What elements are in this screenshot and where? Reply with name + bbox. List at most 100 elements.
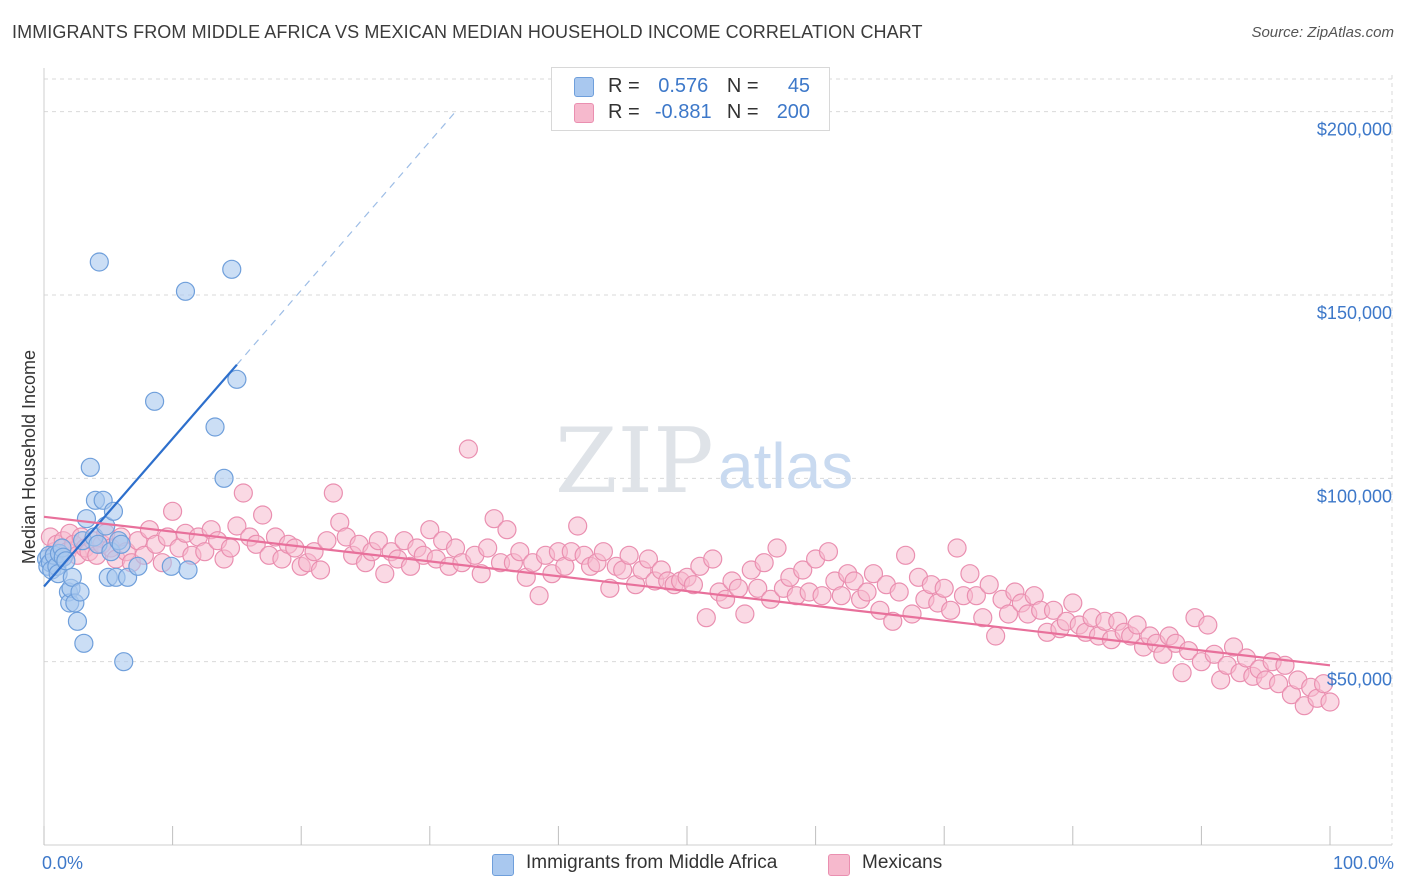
mexicans-point <box>889 582 909 602</box>
mexicans-point <box>233 483 253 503</box>
middle-africa-point <box>175 281 196 301</box>
x-tick-label: 0.0% <box>42 853 83 873</box>
mexicans-point <box>998 604 1019 624</box>
mexicans-point <box>1043 600 1064 620</box>
mexicans-point <box>793 560 813 580</box>
middle-africa-trend-extension <box>236 111 456 366</box>
mexicans-point <box>1063 593 1083 613</box>
mexicans-point <box>529 586 549 606</box>
middle-africa-point <box>178 560 198 580</box>
mexicans-point <box>735 604 755 624</box>
mexicans-point <box>1204 644 1224 664</box>
middle-africa-point <box>74 633 94 653</box>
mexicans-point <box>863 564 884 584</box>
middle-africa-point <box>70 582 90 602</box>
mexicans-point <box>368 531 388 551</box>
correlation-legend: R = 0.576 N = 45 R = -0.881 N = 200 <box>551 67 830 131</box>
pink-swatch-icon <box>828 854 850 876</box>
middle-africa-points <box>36 252 247 672</box>
watermark: ZIP atlas <box>555 409 853 514</box>
mexicans-point <box>960 564 980 584</box>
mexicans-point <box>966 586 986 606</box>
legend-label: Mexicans <box>862 852 943 873</box>
mexicans-point <box>767 538 787 558</box>
mexicans-point <box>844 571 864 591</box>
middle-africa-point <box>89 252 109 272</box>
mexicans-point <box>227 516 247 536</box>
mexicans-point <box>1172 663 1192 683</box>
mexicans-point <box>619 545 639 565</box>
mexicans-point <box>812 586 832 606</box>
mexicans-point <box>497 520 517 540</box>
pink-swatch-icon <box>574 103 594 123</box>
mexicans-points <box>40 439 1340 716</box>
y-tick-label: $150,000 <box>1317 303 1392 323</box>
mexicans-point <box>683 575 704 595</box>
mexicans-point <box>728 578 749 598</box>
mexicans-point <box>593 542 614 562</box>
mexicans-point <box>317 531 337 551</box>
mexicans-point <box>857 582 877 602</box>
mexicans-point <box>703 549 723 569</box>
middle-africa-point <box>114 652 134 672</box>
watermark-atlas: atlas <box>718 430 853 502</box>
mexicans-point <box>934 578 954 598</box>
n-value: 200 <box>776 101 811 123</box>
middle-africa-point <box>227 369 247 389</box>
mexicans-point <box>638 549 659 569</box>
blue-swatch-icon <box>492 854 514 876</box>
x-tick-label: 100.0% <box>1333 853 1394 873</box>
middle-africa-trend-line <box>43 363 238 588</box>
r-value: 0.576 <box>658 75 709 97</box>
mexicans-point <box>1198 615 1218 635</box>
middle-africa-point <box>67 611 88 631</box>
n-label: N = <box>726 101 759 123</box>
mexicans-point <box>696 608 716 628</box>
middle-africa-point <box>111 534 131 554</box>
chart-title: IMMIGRANTS FROM MIDDLE AFRICA VS MEXICAN… <box>12 22 923 42</box>
n-label: N = <box>726 75 759 97</box>
tick-labels: $50,000 $100,000 $150,000 $200,000 0.0% 100.0… <box>42 120 1394 873</box>
mexicans-point <box>195 542 215 562</box>
mexicans-point <box>1313 674 1334 694</box>
mexicans-point <box>310 560 331 580</box>
mexicans-point <box>568 516 588 536</box>
mexicans-point <box>986 626 1006 646</box>
mexicans-point <box>285 538 305 558</box>
mexicans-point <box>831 586 851 606</box>
watermark-zip: ZIP <box>555 409 714 514</box>
middle-africa-point <box>205 417 225 437</box>
middle-africa-point <box>128 556 148 576</box>
trend-lines <box>43 111 1331 667</box>
mexicans-point <box>375 564 395 584</box>
mexicans-point <box>400 556 421 576</box>
mexicans-point <box>883 611 903 631</box>
y-axis-label: Median Household Income <box>19 350 39 564</box>
mexicans-point <box>1127 615 1147 635</box>
middle-africa-point <box>76 509 97 529</box>
mexicans-point <box>896 545 916 565</box>
y-tick-label: $50,000 <box>1327 670 1392 690</box>
mexicans-trend-line <box>43 515 1331 667</box>
mexicans-point <box>510 542 530 562</box>
mexicans-point <box>902 604 922 624</box>
middle-africa-point <box>103 501 124 521</box>
mexicans-point <box>323 483 343 503</box>
mexicans-point <box>818 542 839 562</box>
middle-africa-point <box>214 468 234 488</box>
y-tick-label: $200,000 <box>1317 120 1392 140</box>
source-credit: Source: ZipAtlas.com <box>1251 24 1394 41</box>
mexicans-point <box>458 439 478 459</box>
mexicans-point <box>748 578 768 598</box>
mexicans-point <box>1268 674 1289 694</box>
middle-africa-point <box>222 259 242 279</box>
legend-label: Immigrants from Middle Africa <box>526 852 778 873</box>
mexicans-point <box>1223 637 1244 657</box>
r-label: R = <box>608 101 640 123</box>
mexicans-point <box>947 538 967 558</box>
mexicans-point <box>600 578 620 598</box>
r-value: -0.881 <box>654 101 712 123</box>
mexicans-point <box>941 600 961 620</box>
middle-africa-point <box>161 556 181 576</box>
